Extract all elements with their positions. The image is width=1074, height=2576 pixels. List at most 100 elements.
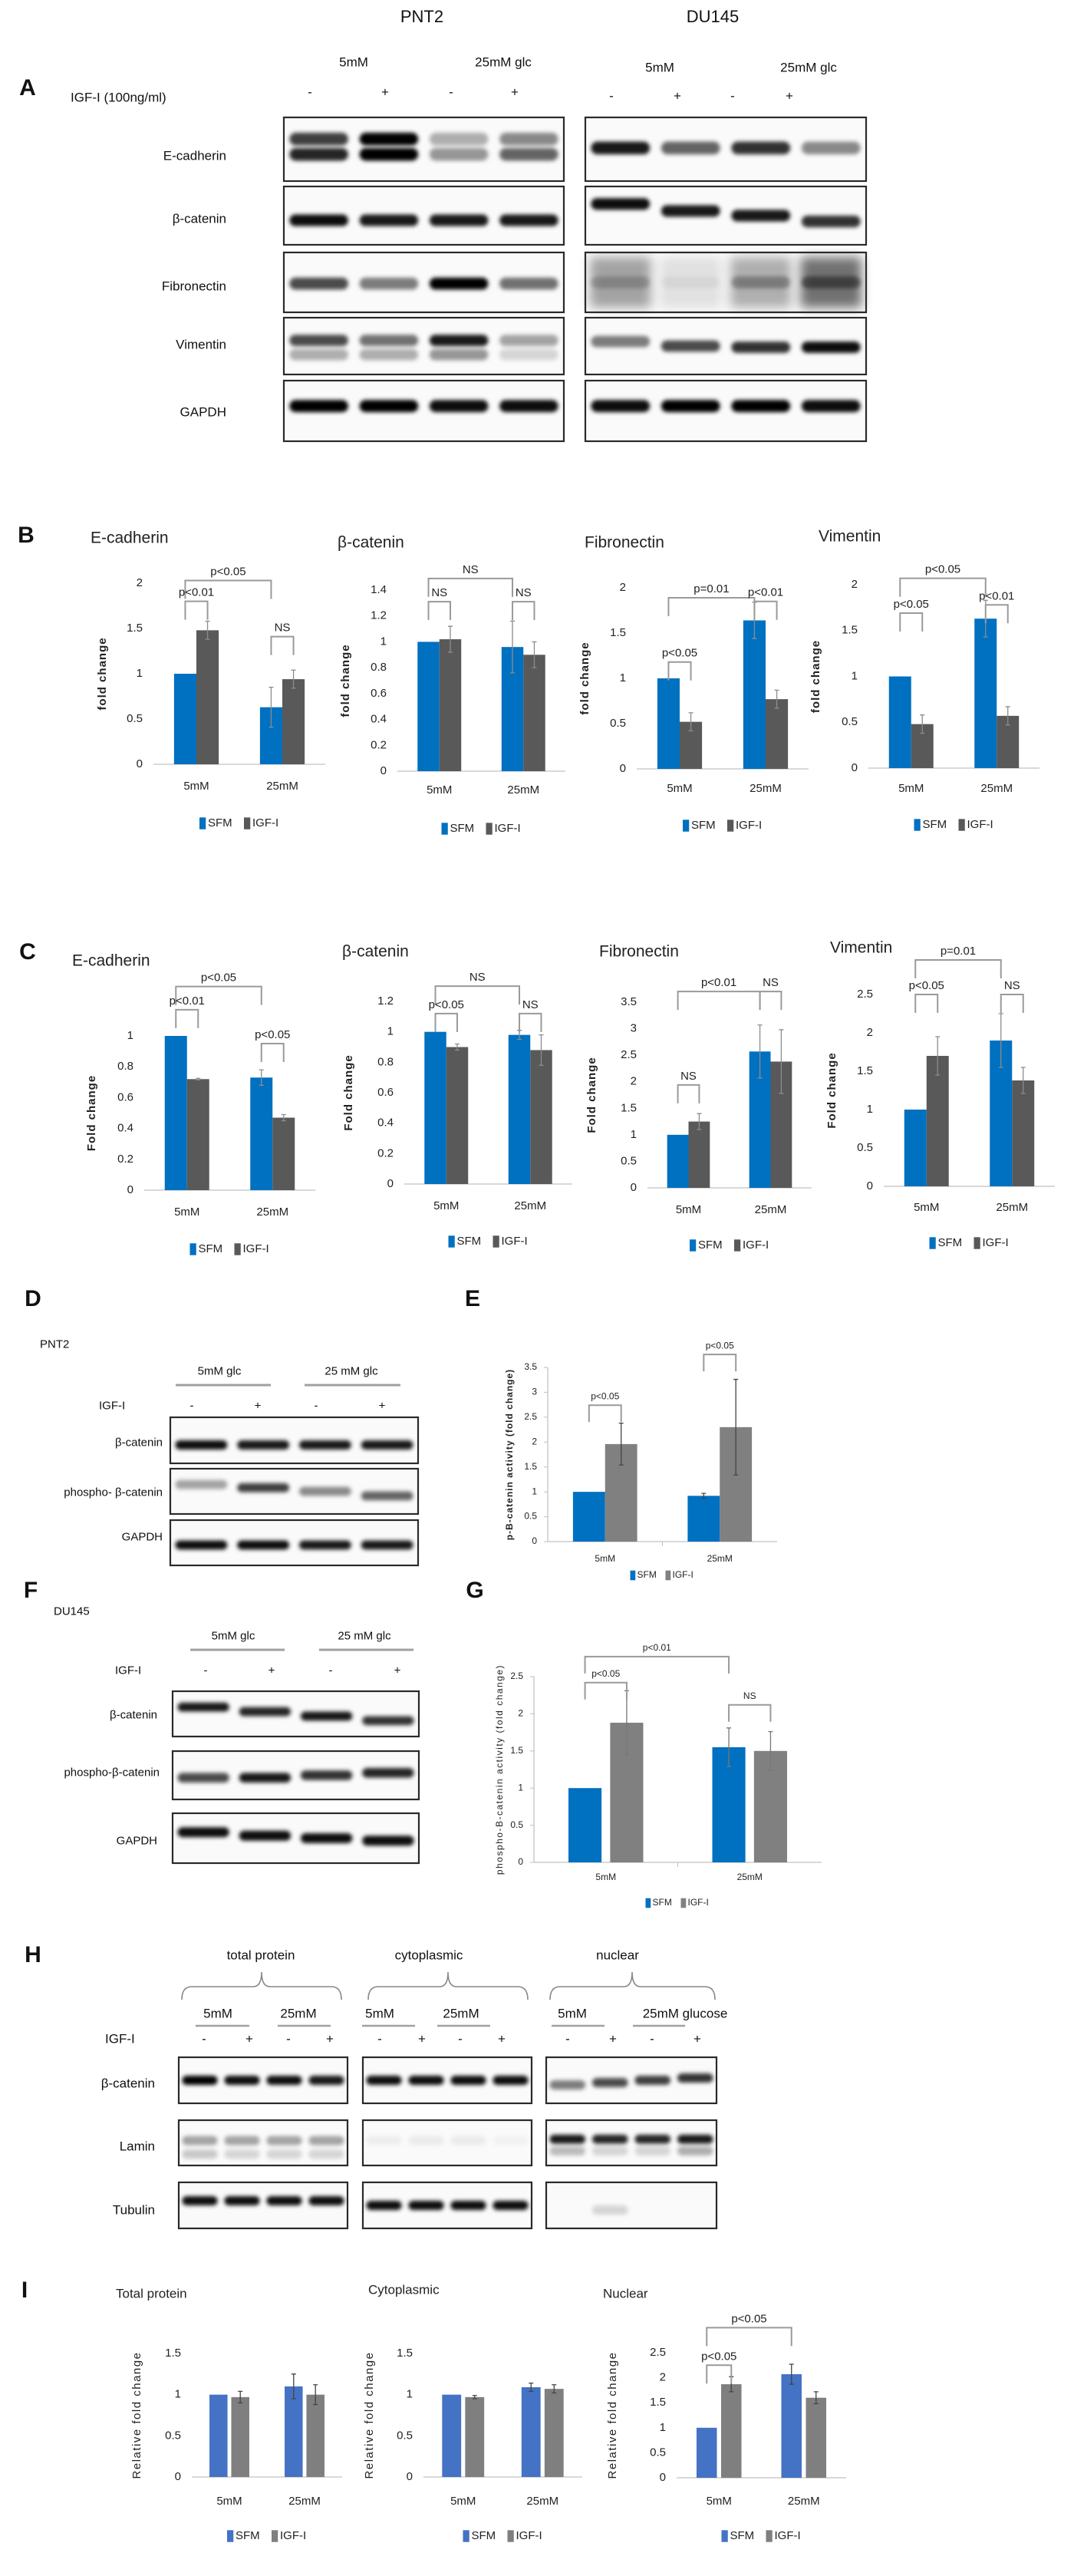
blot-band bbox=[300, 1833, 353, 1843]
y-tick-label: 2 bbox=[518, 1708, 523, 1719]
blot-band bbox=[731, 400, 791, 413]
blot-frame bbox=[584, 316, 868, 376]
legend-label: SFM bbox=[457, 1235, 482, 1248]
y-tick-label: 1.4 bbox=[371, 583, 387, 596]
blot-band bbox=[359, 335, 419, 346]
significance-label: p<0.05 bbox=[894, 598, 929, 611]
treatment-sign: + bbox=[693, 2031, 701, 2047]
y-tick-label: 2 bbox=[137, 576, 143, 589]
glucose-label: 25mM bbox=[443, 2006, 479, 2021]
blot-band bbox=[182, 2196, 218, 2205]
y-tick-label: 3.5 bbox=[524, 1361, 537, 1372]
error-bar bbox=[688, 712, 693, 732]
legend-label: IGF-I bbox=[243, 1242, 269, 1255]
significance-label: NS bbox=[516, 586, 532, 599]
blot-band bbox=[361, 1440, 413, 1450]
error-bar bbox=[259, 1069, 264, 1086]
blot-band bbox=[591, 2146, 628, 2156]
x-tick-label: 5mM bbox=[707, 2495, 732, 2508]
blot-band bbox=[239, 1830, 292, 1841]
blot-frame bbox=[584, 379, 868, 443]
blot-band bbox=[289, 214, 348, 226]
y-tick-label: 0 bbox=[631, 1181, 637, 1194]
y-tick-label: 0.5 bbox=[650, 2446, 666, 2459]
blot-row-label: Vimentin bbox=[176, 337, 226, 352]
blot-strip bbox=[584, 116, 868, 183]
glucose-label: 25mM glc bbox=[780, 60, 837, 75]
legend-swatch bbox=[645, 1898, 651, 1908]
bar-igfi-25mM bbox=[766, 699, 789, 769]
y-axis-label: Relative fold change bbox=[606, 2352, 619, 2479]
legend-swatch bbox=[690, 1239, 697, 1252]
significance-label: p<0.05 bbox=[925, 563, 960, 576]
blot-band bbox=[308, 2136, 344, 2146]
legend-swatch bbox=[507, 2530, 514, 2542]
blot-background bbox=[173, 1691, 419, 1737]
bar-igfi-25mM bbox=[544, 2389, 564, 2477]
blot-band bbox=[177, 1827, 229, 1838]
blot-band bbox=[634, 2076, 671, 2085]
error-bar bbox=[281, 1113, 286, 1122]
blot-frame bbox=[545, 2056, 718, 2105]
y-tick-label: 1.2 bbox=[377, 994, 394, 1008]
error-bar bbox=[196, 1077, 201, 1080]
error-bar bbox=[789, 2363, 794, 2385]
blot-strip bbox=[545, 2119, 718, 2167]
glucose-label: 5mM glc bbox=[197, 1364, 242, 1378]
significance-label: NS bbox=[522, 998, 539, 1011]
blot-band bbox=[359, 348, 419, 361]
legend-label: SFM bbox=[199, 1242, 223, 1255]
bar-igfi-25mM bbox=[530, 1050, 552, 1184]
blot-band bbox=[300, 1711, 353, 1721]
y-tick-label: 1.2 bbox=[371, 609, 387, 622]
bar-igfi-5mM bbox=[721, 2384, 742, 2478]
treatment-sign: - bbox=[377, 2031, 382, 2047]
legend-swatch bbox=[727, 820, 734, 832]
blot-band bbox=[450, 2076, 486, 2085]
legend-label: SFM bbox=[698, 1239, 723, 1252]
bar-sfm-5mM bbox=[572, 1492, 605, 1542]
legend-swatch bbox=[766, 2530, 773, 2542]
y-tick-label: 2 bbox=[852, 578, 858, 591]
significance-label: p<0.05 bbox=[591, 1668, 620, 1679]
blot-band bbox=[731, 141, 791, 155]
y-tick-label: 0 bbox=[137, 757, 143, 770]
blot-frame bbox=[169, 1467, 420, 1516]
y-tick-label: 1 bbox=[175, 2388, 181, 2401]
y-tick-label: 2 bbox=[620, 581, 626, 594]
error-bar bbox=[1020, 1067, 1026, 1094]
y-tick-label: 0.8 bbox=[371, 661, 387, 674]
treatment-sign: - bbox=[189, 1399, 194, 1413]
cell-line-pnt2: PNT2 bbox=[400, 7, 444, 26]
x-tick-label: 25mM bbox=[288, 2495, 321, 2508]
x-tick-label: 5mM bbox=[450, 2495, 476, 2508]
blot-band bbox=[801, 276, 861, 289]
legend-swatch bbox=[914, 819, 921, 831]
legend-swatch bbox=[680, 1898, 687, 1908]
y-tick-label: 0.2 bbox=[377, 1146, 394, 1159]
error-bar bbox=[238, 2390, 243, 2404]
significance-label: NS bbox=[463, 563, 479, 576]
y-tick-label: 2.5 bbox=[857, 988, 873, 1001]
y-tick-label: 1 bbox=[518, 1782, 523, 1793]
legend-label: IGF-I bbox=[743, 1239, 769, 1252]
y-tick-label: 0.4 bbox=[377, 1116, 394, 1130]
treatment-sign: - bbox=[203, 1664, 208, 1677]
x-tick-label: 25mM bbox=[980, 782, 1013, 795]
blot-strip bbox=[584, 316, 868, 376]
treatment-sign: + bbox=[394, 1664, 401, 1677]
blot-band bbox=[591, 198, 651, 210]
glucose-label: 5mM bbox=[645, 60, 674, 75]
y-tick-label: 0 bbox=[175, 2470, 181, 2483]
y-tick-label: 2.5 bbox=[510, 1671, 523, 1681]
bar-sfm-25mM bbox=[687, 1496, 720, 1542]
bar-igfi-25mM bbox=[306, 2394, 325, 2477]
significance-bracket bbox=[753, 600, 778, 620]
y-tick-label: 2 bbox=[867, 1026, 873, 1039]
blot-band bbox=[493, 2076, 529, 2085]
chart-title: Nuclear bbox=[603, 2286, 648, 2301]
bar-igfi-5mM bbox=[231, 2396, 249, 2477]
blot-band bbox=[308, 2196, 344, 2205]
x-tick-label: 5mM bbox=[433, 1199, 459, 1212]
